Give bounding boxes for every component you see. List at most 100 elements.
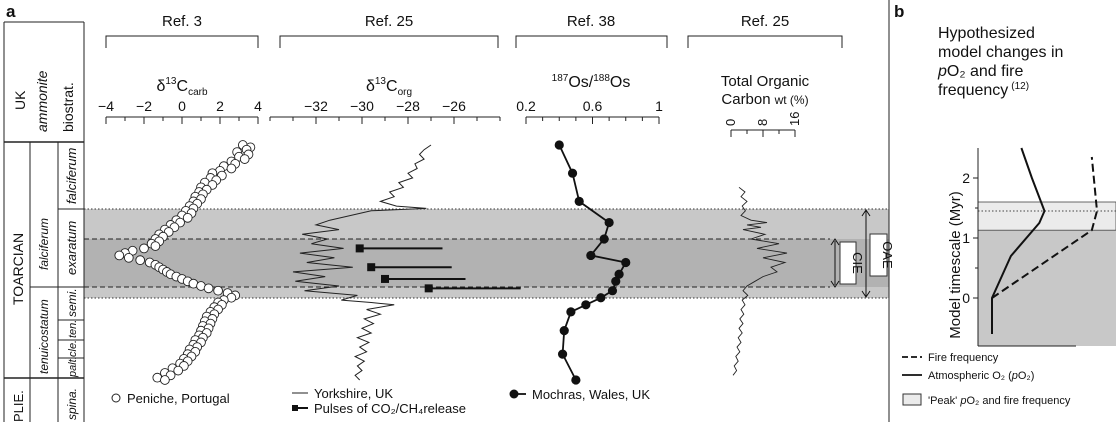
- carb-point: [135, 255, 146, 266]
- os-point: [554, 140, 564, 150]
- b-y-tick-label: 2: [962, 170, 970, 186]
- stage-toarcian: TOARCIAN: [10, 233, 26, 305]
- panel-b-label: b: [894, 2, 904, 21]
- zone-falciferum: falciferum: [37, 218, 51, 270]
- title-carb-delta: δ: [156, 78, 165, 95]
- tick-label-os: 0.2: [516, 98, 536, 114]
- title-org: δ13Corg: [366, 76, 412, 98]
- b-y-tick-label: 0: [962, 290, 970, 306]
- legend-a: Peniche, Portugal Yorkshire, UK Pulses o…: [111, 386, 650, 416]
- carb-point: [173, 365, 184, 376]
- panel-b-title-freq: frequency: [938, 82, 1008, 99]
- panel-b-title-l4: frequency (12): [938, 81, 1029, 99]
- tick-label-carb: 0: [178, 98, 186, 114]
- title-carb-sub: carb: [188, 87, 208, 98]
- legend-mochras-label: Mochras, Wales, UK: [532, 387, 650, 402]
- carb-point: [160, 375, 170, 385]
- oae-label-box: [869, 233, 888, 277]
- os-point: [566, 307, 576, 317]
- title-toc-line2: Carbon wt (%): [721, 91, 808, 108]
- legend-pulses-label: Pulses of CO₂/CH₄release: [314, 401, 466, 416]
- sub-palt: palt.: [67, 356, 79, 378]
- cie-arrow-head-top: [830, 238, 840, 246]
- title-os-sup1: 187: [552, 73, 569, 84]
- panel-b-title-rest: O₂ and fire: [947, 63, 1024, 80]
- strat-header-uk: UK: [12, 90, 28, 110]
- tick-label-org: −28: [396, 98, 420, 114]
- strat-column: [3, 21, 85, 422]
- cie-band: [84, 239, 889, 287]
- cie-label: CIE: [850, 252, 865, 274]
- zone-tenuicostatum: tenuicostatum: [37, 299, 51, 374]
- panel-b-title-p: p: [937, 63, 947, 80]
- ref-carb: Ref. 3: [162, 13, 202, 30]
- tick-label-carb: 2: [216, 98, 224, 114]
- panel-b-title-ref: (12): [1011, 81, 1029, 92]
- sub-semi: semi.: [65, 288, 79, 317]
- panel-a-label: a: [6, 2, 16, 21]
- title-os-sup2: 188: [593, 73, 610, 84]
- title-org-sup: 13: [375, 76, 387, 87]
- os-point: [557, 349, 568, 359]
- os-point: [604, 217, 614, 228]
- legend-peniche-label: Peniche, Portugal: [127, 391, 230, 406]
- ref-brackets: [105, 35, 843, 48]
- title-toc-carbon: Carbon: [721, 91, 770, 108]
- tick-label-os: 0.6: [583, 98, 603, 114]
- oae-annotation: [861, 209, 871, 298]
- os-point: [567, 168, 578, 178]
- panel-b-title-l2: model changes in: [938, 44, 1063, 61]
- ref-org: Ref. 25: [365, 13, 413, 30]
- legend-peak-rest: O₂ and fire frequency: [966, 395, 1070, 407]
- legend-o2-label: Atmospheric O₂ (pO₂): [928, 370, 1034, 382]
- tick-label-org: −30: [350, 98, 374, 114]
- title-org-delta: δ: [366, 78, 375, 95]
- b-fire-line: [991, 156, 1099, 299]
- legend-yorkshire-label: Yorkshire, UK: [314, 386, 393, 401]
- os-point: [559, 326, 569, 336]
- os-point: [574, 196, 584, 206]
- sub-spina: spina.: [65, 388, 79, 420]
- tick-label-toc: 8: [755, 119, 770, 126]
- title-carb: δ13Ccarb: [156, 76, 207, 98]
- carb-point: [182, 213, 193, 223]
- carb-point: [114, 250, 125, 261]
- panel-b-plot: 0 1 2: [962, 147, 1116, 347]
- carb-point: [239, 154, 250, 164]
- title-toc-unit: wt (%): [774, 93, 809, 107]
- tick-label-toc: 0: [723, 119, 738, 126]
- data-layer: [114, 140, 788, 385]
- b-oae-band: [978, 211, 1116, 346]
- legend-o2-end: O₂): [1018, 370, 1035, 382]
- os-point: [571, 375, 581, 385]
- panel-b-title-l3: pO₂ and fire: [937, 63, 1023, 80]
- tick-label-org: −32: [304, 98, 328, 114]
- title-os: 187Os/188Os: [552, 73, 631, 91]
- sub-ten: ten.: [67, 320, 79, 338]
- legend-peak-q: 'Peak': [928, 395, 960, 407]
- pulse-marker: [367, 263, 376, 272]
- b-o2-line: [991, 147, 1046, 334]
- panel-b-title-l1: Hypothesized: [938, 25, 1035, 42]
- title-carb-c: C: [177, 78, 189, 95]
- legend-pulses-marker: [292, 405, 298, 411]
- carb-point: [226, 163, 237, 174]
- title-org-sub: org: [398, 87, 412, 98]
- tick-label-carb: 4: [254, 98, 262, 114]
- pulse-marker: [424, 284, 433, 293]
- org-line: [292, 144, 432, 381]
- tick-label-os: 1: [655, 98, 663, 114]
- sub-falciferum: falciferum: [64, 147, 79, 204]
- carb-point: [139, 243, 149, 254]
- title-os-1: Os/: [568, 74, 593, 91]
- strat-labels: UK ammonite biostrat. TOARCIAN PLIE. fal…: [10, 70, 79, 422]
- os-point: [611, 276, 621, 286]
- cie-annotation: [830, 238, 840, 288]
- tick-label-carb: −4: [98, 98, 114, 114]
- oae-label: OAE: [880, 241, 895, 269]
- bracket-toc: [687, 35, 843, 48]
- sub-exaratum: exaratum: [64, 221, 79, 275]
- os-point: [596, 293, 606, 303]
- toc-line: [732, 186, 788, 376]
